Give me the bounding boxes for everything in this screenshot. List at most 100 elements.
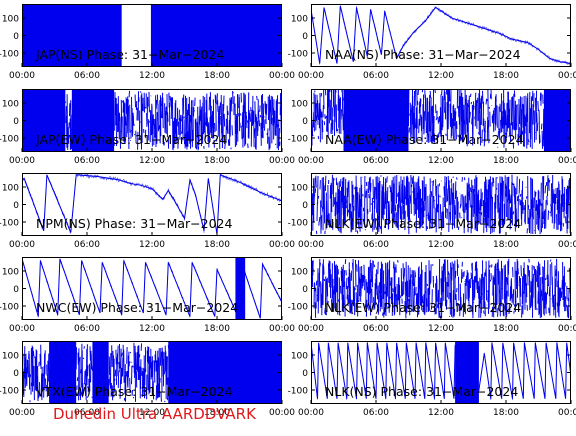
chart-title: NLK(EW) Phase: 31−Mar−2024 bbox=[325, 216, 521, 231]
x-tick-label: 00:00 bbox=[298, 408, 324, 418]
noisy-trace bbox=[408, 89, 545, 149]
x-tick-label: 00:00 bbox=[269, 240, 295, 250]
dense-band bbox=[543, 89, 571, 152]
dense-band bbox=[343, 89, 409, 152]
chart-title: JAP(NS) Phase: 31−Mar−2024 bbox=[35, 47, 224, 62]
y-tick-label: 100 bbox=[291, 184, 308, 194]
x-tick-label: 18:00 bbox=[204, 324, 230, 334]
y-tick-label: -100 bbox=[288, 219, 309, 229]
noisy-trace bbox=[113, 90, 282, 151]
y-tick-label: 100 bbox=[291, 268, 308, 278]
y-tick-label: -100 bbox=[288, 387, 309, 397]
phase-chart-3: 1000-10000:0006:0012:0018:0000:00NAA(EW)… bbox=[288, 89, 576, 166]
x-tick-label: 00:00 bbox=[269, 156, 295, 166]
trace-group bbox=[311, 5, 571, 67]
y-tick-label: 100 bbox=[291, 100, 308, 110]
x-tick-label: 06:00 bbox=[363, 408, 389, 418]
noisy-trace bbox=[75, 343, 94, 401]
y-tick-label: 100 bbox=[2, 184, 19, 194]
x-tick-label: 12:00 bbox=[428, 156, 454, 166]
y-tick-label: 0 bbox=[302, 117, 308, 127]
y-tick-label: -100 bbox=[0, 303, 19, 313]
x-tick-label: 00:00 bbox=[9, 324, 35, 334]
x-tick-label: 00:00 bbox=[558, 71, 576, 81]
x-tick-label: 06:00 bbox=[363, 71, 389, 81]
phase-noise bbox=[22, 173, 282, 235]
x-tick-label: 06:00 bbox=[74, 408, 100, 418]
x-tick-label: 18:00 bbox=[204, 408, 230, 418]
trace-group bbox=[311, 89, 571, 152]
x-tick-label: 06:00 bbox=[363, 240, 389, 250]
x-tick-label: 00:00 bbox=[9, 156, 35, 166]
trace-group bbox=[22, 89, 282, 152]
x-tick-label: 18:00 bbox=[493, 324, 519, 334]
y-tick-label: -100 bbox=[288, 135, 309, 145]
x-tick-label: 18:00 bbox=[493, 240, 519, 250]
x-tick-label: 18:00 bbox=[493, 71, 519, 81]
trace-group bbox=[22, 173, 282, 235]
y-tick-label: 0 bbox=[13, 201, 19, 211]
y-tick-label: 0 bbox=[302, 369, 308, 379]
chart-title: NLK(EW) Phase: 31−Mar−2024 bbox=[325, 300, 521, 315]
y-tick-label: 100 bbox=[2, 100, 19, 110]
x-tick-label: 12:00 bbox=[428, 324, 454, 334]
y-tick-label: 100 bbox=[291, 352, 308, 362]
y-tick-label: 100 bbox=[2, 268, 19, 278]
x-tick-label: 00:00 bbox=[558, 240, 576, 250]
y-tick-label: 0 bbox=[302, 201, 308, 211]
chart-title: VTX(EW) Phase: 31−Mar−2024 bbox=[36, 384, 233, 399]
x-tick-label: 12:00 bbox=[139, 156, 165, 166]
y-tick-label: -100 bbox=[0, 219, 19, 229]
chart-title: JAP(EW) Phase: 31−Mar−2024 bbox=[35, 132, 227, 147]
x-tick-label: 00:00 bbox=[558, 324, 576, 334]
x-tick-label: 00:00 bbox=[269, 324, 295, 334]
trace-group bbox=[311, 341, 571, 404]
dense-band bbox=[150, 4, 282, 67]
phase-chart-9: 1000-10000:0006:0012:0018:0000:00NLK(NS)… bbox=[288, 341, 576, 418]
x-tick-label: 06:00 bbox=[74, 324, 100, 334]
y-tick-label: 0 bbox=[302, 285, 308, 295]
x-tick-label: 00:00 bbox=[298, 156, 324, 166]
x-tick-label: 12:00 bbox=[139, 71, 165, 81]
y-tick-label: -100 bbox=[0, 387, 19, 397]
x-tick-label: 06:00 bbox=[74, 156, 100, 166]
x-tick-label: 00:00 bbox=[269, 408, 295, 418]
y-tick-label: 100 bbox=[291, 15, 308, 25]
x-tick-label: 00:00 bbox=[269, 71, 295, 81]
x-tick-label: 06:00 bbox=[363, 324, 389, 334]
dense-band bbox=[92, 341, 109, 404]
y-tick-label: 0 bbox=[13, 285, 19, 295]
x-tick-label: 00:00 bbox=[9, 71, 35, 81]
y-tick-label: 100 bbox=[2, 352, 19, 362]
y-tick-label: 0 bbox=[13, 32, 19, 42]
phase-chart-5: 1000-10000:0006:0012:0018:0000:00NLK(EW)… bbox=[288, 173, 576, 250]
x-tick-label: 00:00 bbox=[9, 240, 35, 250]
dense-band bbox=[235, 257, 246, 320]
x-tick-label: 18:00 bbox=[493, 408, 519, 418]
y-tick-label: 0 bbox=[13, 117, 19, 127]
y-tick-label: -100 bbox=[0, 135, 19, 145]
x-tick-label: 18:00 bbox=[204, 240, 230, 250]
site-caption-text: Dunedin Ultra AARDDVARK bbox=[53, 405, 256, 423]
y-tick-label: -100 bbox=[0, 50, 19, 60]
chart-title: NWC(EW) Phase: 31−Mar−2024 bbox=[36, 300, 238, 315]
dense-band bbox=[22, 4, 122, 67]
x-tick-label: 06:00 bbox=[74, 71, 100, 81]
phase-noise bbox=[311, 5, 571, 67]
x-tick-label: 12:00 bbox=[139, 408, 165, 418]
x-tick-label: 00:00 bbox=[298, 71, 324, 81]
x-tick-label: 00:00 bbox=[558, 408, 576, 418]
dense-band bbox=[455, 341, 479, 404]
x-tick-label: 12:00 bbox=[428, 71, 454, 81]
chart-title: NLK(NS) Phase: 31−Mar−2024 bbox=[325, 384, 518, 399]
x-tick-label: 12:00 bbox=[428, 240, 454, 250]
noisy-trace bbox=[64, 94, 73, 150]
x-tick-label: 06:00 bbox=[74, 240, 100, 250]
x-tick-label: 00:00 bbox=[298, 324, 324, 334]
